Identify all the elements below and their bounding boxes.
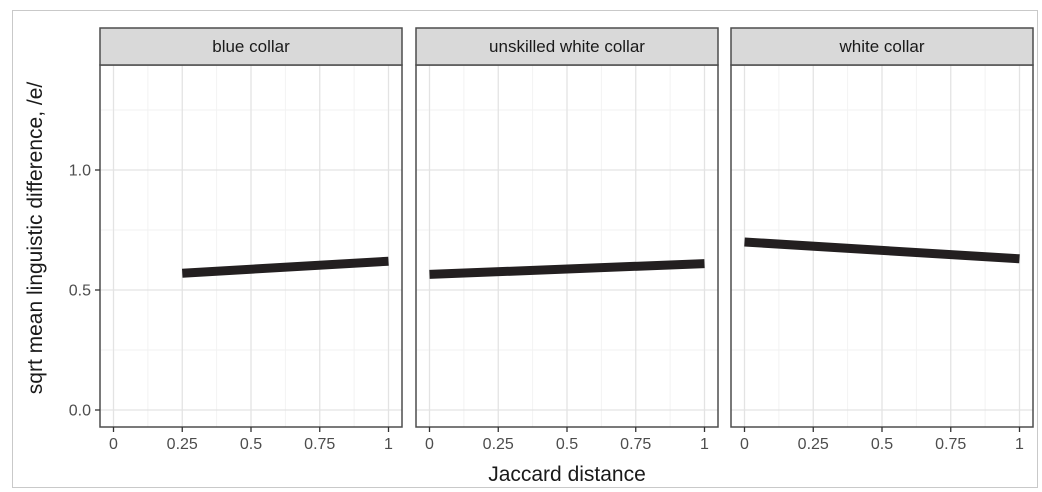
x-axis-title: Jaccard distance	[488, 463, 646, 486]
facet-panel: blue collar 0 0.25 0.5 0.75 1	[100, 28, 402, 453]
x-tick-label: 0.5	[871, 436, 893, 453]
x-tick-label: 0.5	[240, 436, 262, 453]
x-tick-label: 0	[109, 436, 118, 453]
y-tick-label: 0.5	[69, 283, 91, 300]
x-tick-label: 1	[1015, 436, 1024, 453]
x-tick-label: 1	[700, 436, 709, 453]
x-tick-label: 1	[384, 436, 393, 453]
y-tick-label: 0.0	[69, 403, 91, 420]
x-tick-label: 0.25	[798, 436, 829, 453]
y-axis-title: sqrt mean linguistic difference, /e/	[24, 82, 47, 395]
x-tick-label: 0.75	[620, 436, 651, 453]
x-tick-label: 0	[740, 436, 749, 453]
y-tick-label: 1.0	[69, 163, 91, 180]
facet-strip-label: blue collar	[212, 37, 290, 56]
x-tick-label: 0.25	[483, 436, 514, 453]
facet-strip-label: unskilled white collar	[489, 37, 645, 56]
x-tick-label: 0.5	[556, 436, 578, 453]
y-axis: 0.0 0.5 1.0	[69, 163, 100, 420]
x-tick-label: 0.25	[167, 436, 198, 453]
facet-panel: white collar 0 0.25 0.5 0.75 1	[731, 28, 1033, 453]
x-tick-label: 0.75	[935, 436, 966, 453]
x-tick-label: 0.75	[304, 436, 335, 453]
x-tick-label: 0	[425, 436, 434, 453]
facet-panel: unskilled white collar 0 0.25 0.5 0.75 1	[416, 28, 718, 453]
facet-strip-label: white collar	[838, 37, 924, 56]
